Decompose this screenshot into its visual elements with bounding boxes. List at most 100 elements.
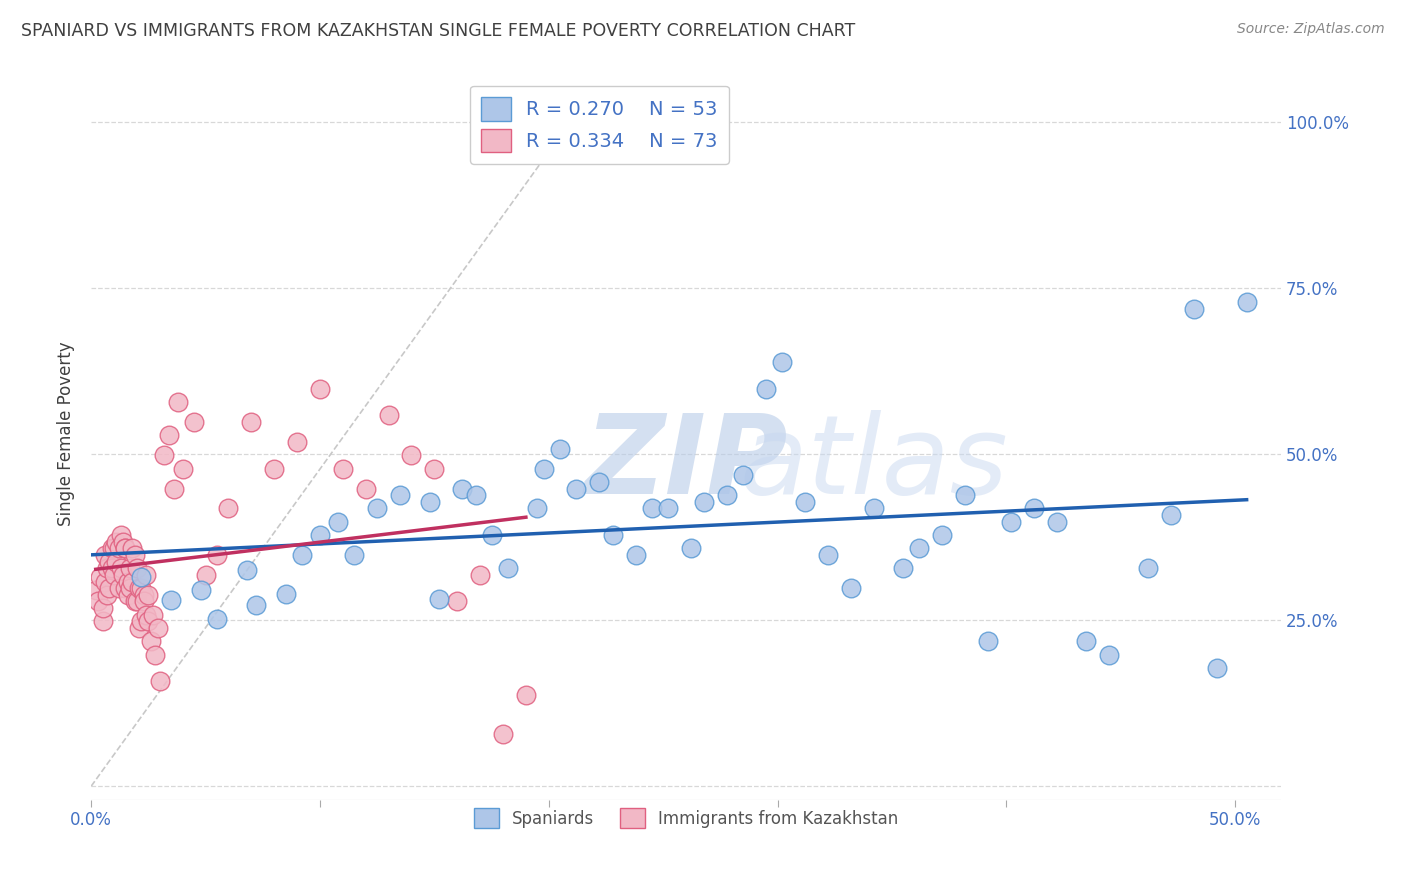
Point — [908, 541, 931, 556]
Point — [931, 528, 953, 542]
Point — [110, 528, 132, 542]
Point — [167, 395, 190, 409]
Point — [138, 588, 160, 602]
Point — [205, 612, 228, 626]
Point — [401, 448, 423, 462]
Point — [1160, 508, 1182, 522]
Point — [602, 528, 624, 542]
Point — [146, 621, 169, 635]
Point — [94, 574, 117, 589]
Point — [160, 593, 183, 607]
Point — [139, 634, 162, 648]
Point — [135, 568, 157, 582]
Point — [328, 515, 350, 529]
Point — [105, 534, 128, 549]
Point — [112, 568, 135, 582]
Point — [91, 615, 114, 629]
Point — [1236, 295, 1258, 310]
Point — [128, 581, 150, 595]
Point — [172, 461, 194, 475]
Point — [107, 581, 129, 595]
Point — [121, 574, 143, 589]
Point — [533, 461, 555, 475]
Point — [492, 727, 515, 741]
Point — [100, 541, 122, 556]
Point — [274, 586, 297, 600]
Point — [1182, 302, 1205, 317]
Point — [98, 581, 121, 595]
Point — [84, 583, 107, 598]
Point — [1022, 501, 1045, 516]
Text: atlas: atlas — [740, 409, 1008, 516]
Point — [733, 468, 755, 483]
Point — [114, 581, 136, 595]
Point — [124, 548, 146, 562]
Point — [526, 501, 548, 516]
Point — [205, 548, 228, 562]
Point — [496, 561, 519, 575]
Point — [679, 541, 702, 556]
Point — [135, 607, 157, 622]
Point — [291, 548, 314, 562]
Point — [548, 442, 571, 456]
Point — [343, 548, 366, 562]
Point — [153, 448, 176, 462]
Point — [132, 594, 155, 608]
Point — [332, 461, 354, 475]
Point — [862, 501, 884, 516]
Point — [515, 688, 537, 702]
Point — [755, 382, 778, 396]
Point — [121, 541, 143, 556]
Point — [125, 594, 148, 608]
Point — [285, 435, 308, 450]
Point — [309, 382, 332, 396]
Point — [91, 601, 114, 615]
Point — [131, 570, 153, 584]
Point — [468, 568, 491, 582]
Point — [1098, 648, 1121, 662]
Y-axis label: Single Female Poverty: Single Female Poverty — [58, 342, 75, 526]
Point — [1076, 634, 1098, 648]
Point — [693, 495, 716, 509]
Point — [124, 594, 146, 608]
Point — [446, 594, 468, 608]
Point — [142, 607, 165, 622]
Point — [110, 561, 132, 575]
Point — [770, 355, 793, 369]
Point — [240, 415, 263, 429]
Point — [87, 594, 110, 608]
Point — [131, 615, 153, 629]
Point — [1137, 561, 1160, 575]
Point — [263, 461, 285, 475]
Point — [114, 541, 136, 556]
Point — [481, 528, 503, 542]
Point — [103, 541, 125, 556]
Point — [89, 570, 111, 584]
Point — [423, 461, 446, 475]
Point — [217, 501, 239, 516]
Point — [190, 583, 212, 598]
Point — [96, 561, 118, 575]
Point — [450, 482, 472, 496]
Point — [893, 561, 915, 575]
Point — [100, 561, 122, 575]
Point — [354, 482, 377, 496]
Point — [716, 488, 738, 502]
Point — [149, 674, 172, 689]
Point — [128, 621, 150, 635]
Point — [114, 541, 136, 556]
Point — [103, 568, 125, 582]
Text: Source: ZipAtlas.com: Source: ZipAtlas.com — [1237, 22, 1385, 37]
Point — [94, 548, 117, 562]
Point — [118, 561, 141, 575]
Point — [794, 495, 817, 509]
Point — [162, 482, 184, 496]
Point — [427, 591, 450, 606]
Point — [143, 648, 166, 662]
Point — [977, 634, 1000, 648]
Text: ZIP: ZIP — [585, 409, 789, 516]
Point — [588, 475, 610, 489]
Point — [112, 534, 135, 549]
Point — [419, 495, 441, 509]
Point — [1046, 515, 1069, 529]
